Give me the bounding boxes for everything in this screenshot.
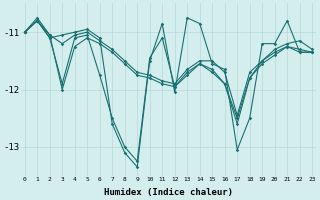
X-axis label: Humidex (Indice chaleur): Humidex (Indice chaleur) [104, 188, 233, 197]
